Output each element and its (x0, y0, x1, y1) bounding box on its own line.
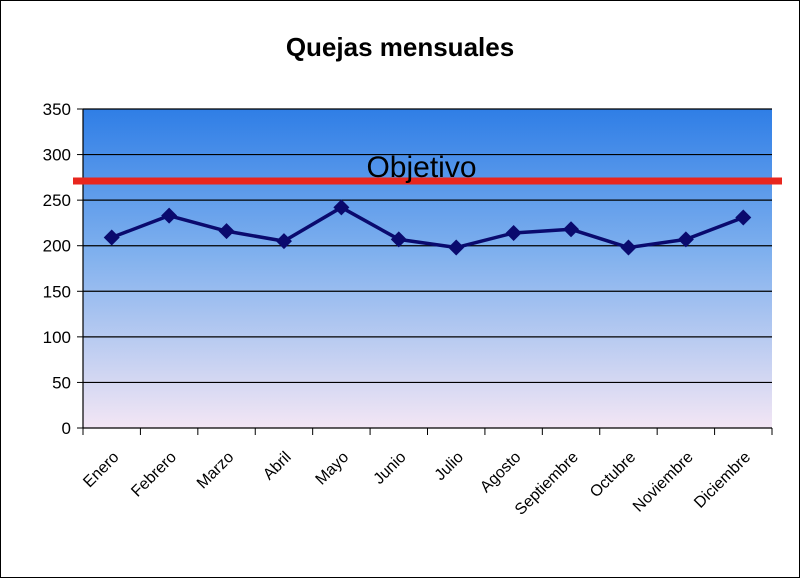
y-tick-label: 300 (43, 146, 71, 165)
data-point (563, 221, 580, 238)
data-point (448, 239, 465, 256)
x-tick-label: Agosto (477, 449, 524, 496)
data-point (677, 231, 694, 248)
x-tick-label: Mayo (313, 449, 353, 489)
x-tick-label: Abril (260, 449, 295, 484)
data-point (275, 233, 292, 250)
x-tick-label: Febrero (128, 449, 180, 501)
data-point (620, 239, 637, 256)
data-point (103, 229, 120, 246)
target-label: Objetivo (366, 151, 476, 184)
y-tick-label: 100 (43, 328, 71, 347)
x-tick-label: Junio (371, 449, 410, 488)
plot-area (83, 109, 772, 428)
data-point (735, 209, 752, 226)
y-tick-label: 0 (62, 419, 71, 438)
x-tick-label: Marzo (194, 449, 238, 493)
series-line (111, 205, 744, 250)
y-tick-label: 200 (43, 237, 71, 256)
data-point (333, 199, 350, 216)
data-point (505, 224, 522, 241)
y-tick-label: 150 (43, 282, 71, 301)
y-tick-label: 250 (43, 191, 71, 210)
x-tick-label: Enero (80, 449, 122, 491)
x-tick-label: Octubre (587, 449, 639, 501)
y-tick-label: 350 (43, 100, 71, 119)
x-tick-label: Diciembre (691, 449, 754, 512)
x-tick-label: Julio (432, 449, 467, 484)
data-point (218, 223, 235, 240)
y-tick-label: 50 (52, 373, 71, 392)
data-point (390, 231, 407, 248)
chart-title: Quejas mensuales (285, 32, 515, 62)
x-tick-label: Noviembre (630, 449, 697, 516)
data-point (161, 207, 178, 224)
